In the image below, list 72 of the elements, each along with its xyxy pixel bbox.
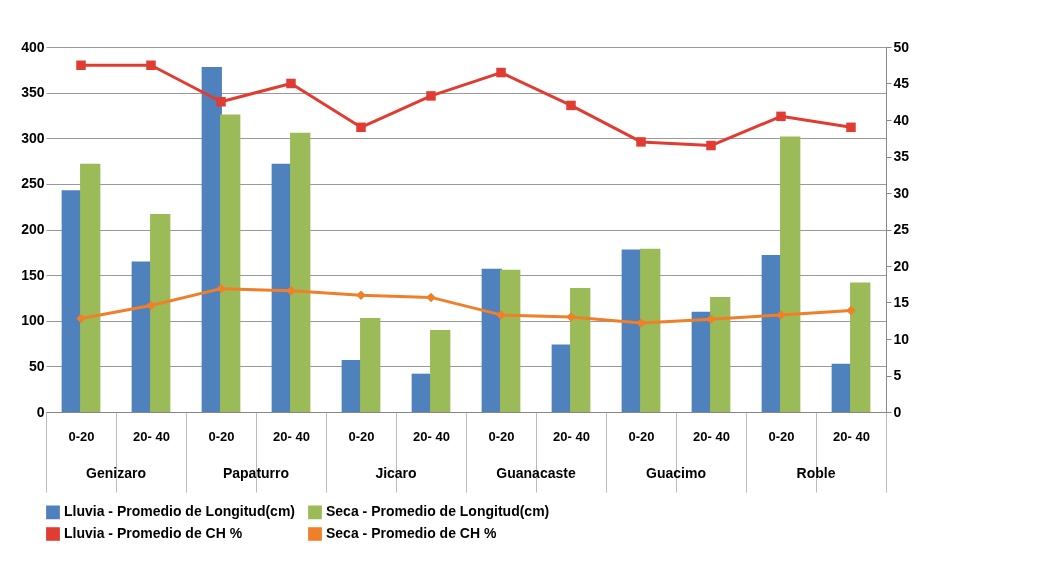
y-tick-label: 100 xyxy=(21,312,45,329)
y2-tick-label: 0 xyxy=(893,403,902,420)
point xyxy=(776,111,786,122)
text: Roble xyxy=(796,465,836,481)
bar xyxy=(850,282,871,412)
bar xyxy=(290,132,311,412)
bar xyxy=(220,114,241,412)
legend-label: Seca - Promedio de CH % xyxy=(326,525,497,541)
y-tick-label: 300 xyxy=(21,129,45,146)
x-tick-label: 20- 40 xyxy=(133,428,170,444)
y2-tick-label: 20 xyxy=(893,257,910,274)
text: Papaturro xyxy=(222,465,290,481)
y2-tick-label: 25 xyxy=(893,221,910,237)
point xyxy=(566,100,576,111)
y2-tick-label: 10 xyxy=(893,330,910,347)
text: Genizaro xyxy=(86,465,146,481)
point xyxy=(146,300,156,311)
point xyxy=(706,314,716,325)
y-tick-label: 50 xyxy=(28,357,45,374)
text: Guanacaste xyxy=(496,465,576,481)
text: Guacimo xyxy=(646,465,706,481)
x-tick-label: 0-20 xyxy=(768,428,795,444)
y-tick-label: 250 xyxy=(21,175,45,192)
point xyxy=(846,305,856,316)
x-tick-label: 0-20 xyxy=(348,428,375,444)
legend-label: Lluvia - Promedio de CH % xyxy=(64,525,243,541)
x-tick-label: 20- 40 xyxy=(413,428,450,444)
x-tick-label: 0-20 xyxy=(488,428,515,444)
point xyxy=(216,283,226,294)
point xyxy=(496,67,506,78)
point xyxy=(76,60,86,70)
y2-tick-label: 15 xyxy=(893,294,910,310)
point xyxy=(706,140,716,151)
bar xyxy=(150,213,171,412)
bar xyxy=(570,287,591,412)
bar xyxy=(500,269,521,412)
x-tick-label: 0-20 xyxy=(68,428,95,444)
y2-tick-label: 30 xyxy=(893,184,910,201)
x-tick-label: 20- 40 xyxy=(693,428,730,444)
y-tick-label: 0 xyxy=(36,403,45,420)
y2-tick-label: 35 xyxy=(893,148,910,164)
bar xyxy=(360,318,381,412)
point xyxy=(146,60,156,70)
x-tick-label: 20- 40 xyxy=(833,428,870,444)
y-tick-label: 200 xyxy=(21,221,45,237)
text: Jicaro xyxy=(375,465,417,481)
x-tick-label: 0-20 xyxy=(628,428,655,444)
point xyxy=(636,137,646,147)
x-tick-label: 20- 40 xyxy=(273,428,310,444)
legend-label: Lluvia - Promedio de Longitud(cm) xyxy=(64,503,295,520)
y-tick-label: 400 xyxy=(21,38,45,55)
x-tick-label: 20- 40 xyxy=(553,428,590,444)
point xyxy=(216,97,226,107)
point xyxy=(426,91,436,101)
y2-tick-label: 50 xyxy=(893,38,910,55)
y2-tick-label: 40 xyxy=(893,111,910,128)
point xyxy=(286,78,296,89)
bar xyxy=(80,163,101,412)
point xyxy=(356,122,366,133)
point xyxy=(426,292,436,303)
y-tick-label: 150 xyxy=(21,266,45,283)
bar xyxy=(710,297,731,412)
legend-label: Seca - Promedio de Longitud(cm) xyxy=(326,503,550,520)
y-tick-label: 350 xyxy=(21,84,45,101)
y2-tick-label: 5 xyxy=(893,367,902,383)
x-tick-label: 0-20 xyxy=(208,428,235,444)
y2-tick-label: 45 xyxy=(893,75,910,91)
point xyxy=(76,313,86,324)
bar xyxy=(780,136,801,412)
point xyxy=(846,122,856,133)
bar xyxy=(430,329,451,412)
bar xyxy=(640,248,661,412)
